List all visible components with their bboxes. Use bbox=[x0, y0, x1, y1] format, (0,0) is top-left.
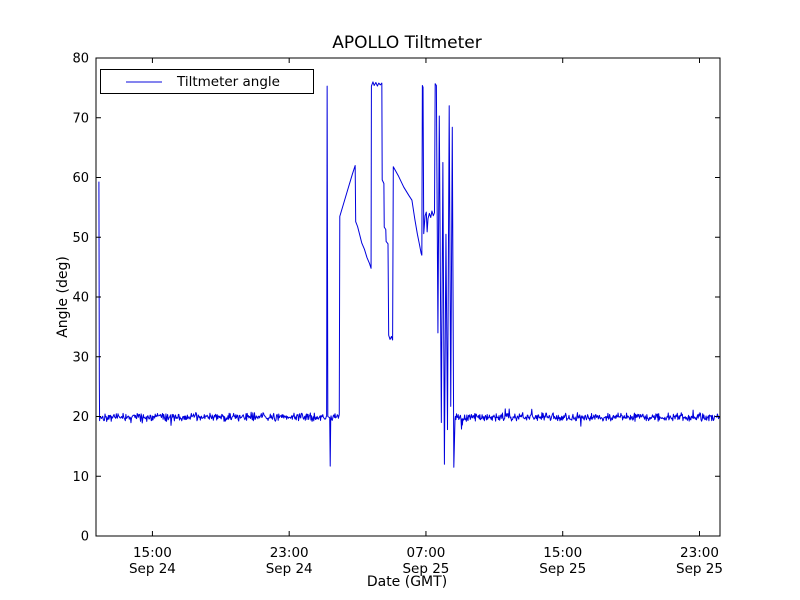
y-tick-label: 10 bbox=[72, 470, 89, 485]
y-axis-label: Angle (deg) bbox=[55, 256, 71, 338]
x-tick-time-label: 07:00 bbox=[406, 545, 445, 561]
x-tick-time-label: 15:00 bbox=[133, 545, 172, 561]
x-tick-date-label: Sep 25 bbox=[539, 561, 586, 577]
legend-series-label: Tiltmeter angle bbox=[177, 73, 280, 90]
y-tick-label: 60 bbox=[72, 171, 89, 186]
axes-frame bbox=[95, 57, 721, 537]
y-tick-label: 20 bbox=[72, 410, 89, 425]
chart-title: APOLLO Tiltmeter bbox=[332, 33, 482, 53]
tiltmeter-angle-line bbox=[98, 81, 720, 468]
x-tick-date-label: Sep 25 bbox=[402, 561, 449, 577]
x-tick-time-label: 23:00 bbox=[270, 545, 309, 561]
y-tick-label: 0 bbox=[81, 530, 89, 545]
x-tick-date-label: Sep 24 bbox=[129, 561, 176, 577]
x-tick-time-label: 15:00 bbox=[543, 545, 582, 561]
x-axis-label: Date (GMT) bbox=[366, 574, 448, 590]
x-tick-date-label: Sep 25 bbox=[676, 561, 723, 577]
y-tick-label: 70 bbox=[72, 111, 89, 126]
legend-line-sample-icon bbox=[126, 80, 162, 83]
y-tick-label: 40 bbox=[72, 291, 89, 306]
x-tick-date-label: Sep 24 bbox=[266, 561, 313, 577]
y-tick-label: 30 bbox=[72, 350, 89, 365]
x-tick-time-label: 23:00 bbox=[680, 545, 719, 561]
y-tick-label: 80 bbox=[72, 52, 89, 67]
legend-box: Tiltmeter angle bbox=[100, 69, 314, 94]
y-tick-label: 50 bbox=[72, 231, 89, 246]
